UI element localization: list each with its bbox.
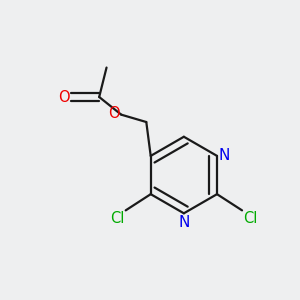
Text: O: O <box>58 89 70 104</box>
Text: Cl: Cl <box>110 211 125 226</box>
Text: O: O <box>108 106 120 121</box>
Text: N: N <box>218 148 230 164</box>
Text: Cl: Cl <box>243 211 257 226</box>
Text: N: N <box>178 215 190 230</box>
